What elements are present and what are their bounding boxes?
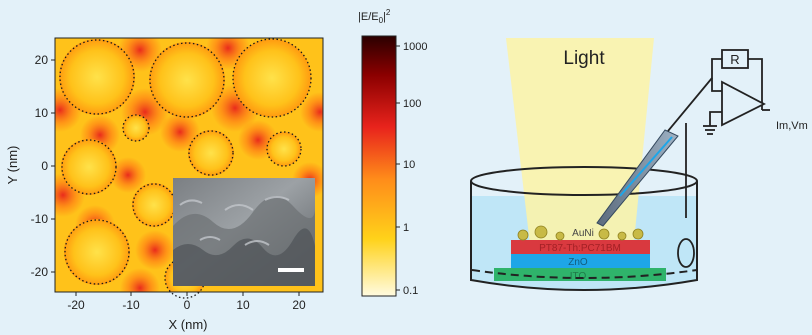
particle-outline	[59, 39, 135, 115]
light-label: Light	[563, 48, 605, 69]
active-layer	[511, 240, 650, 254]
x-tick-label: 10	[236, 298, 250, 312]
beaker-rim	[470, 166, 698, 196]
particle-outline	[188, 130, 234, 176]
reference-electrode	[677, 238, 695, 268]
particle-outline	[64, 219, 130, 285]
y-tick-label: -20	[31, 265, 49, 279]
particle-outline	[266, 131, 302, 167]
ground-line	[471, 269, 698, 279]
colorbar-tick-label: 1	[403, 222, 409, 234]
nanoparticle	[555, 231, 565, 241]
x-tick-label: -20	[67, 298, 85, 312]
colorbar-scale	[361, 35, 397, 297]
y-tick-labels: 20 10 0 -10 -20	[31, 53, 49, 279]
sem-inset	[173, 178, 315, 286]
particle-outline	[149, 42, 225, 118]
x-tick-label: 20	[292, 298, 306, 312]
nanoparticle	[517, 229, 529, 241]
resistor	[721, 49, 749, 69]
nanoparticle	[632, 228, 644, 240]
probe-fiber	[619, 136, 673, 197]
x-tick-label: -10	[122, 298, 140, 312]
colorbar-title-main: |E/E	[358, 11, 379, 23]
beaker	[470, 181, 698, 291]
colorbar-tick-marks	[396, 45, 400, 291]
colorbar-title: |E/E0|2	[358, 8, 391, 25]
y-tick-label: 20	[35, 53, 49, 67]
scale-bar	[278, 268, 304, 272]
nanoparticle	[534, 225, 548, 239]
output-label: Im,Vm	[776, 120, 808, 132]
particle-outlines	[59, 38, 312, 299]
map-tick-marks	[51, 59, 300, 296]
colorbar-tick-label: 10	[403, 159, 415, 171]
nanoparticle	[598, 228, 610, 240]
colorbar-tick-label: 1000	[403, 41, 427, 53]
colorbar-tick-label: 100	[403, 98, 421, 110]
amplifier	[721, 80, 766, 127]
particle-outline	[122, 114, 150, 142]
active-layer-label: PT87-Th:PC71BM	[539, 243, 621, 254]
colorbar-tick-label: 0.1	[403, 285, 418, 297]
y-tick-label: -10	[31, 212, 49, 226]
colorbar-tick-labels: 1000 100 10 1 0.1	[403, 41, 427, 297]
colorbar-title-sub: 0	[379, 16, 384, 25]
particle-outline	[61, 139, 117, 195]
particle-outline	[232, 38, 312, 118]
y-tick-label: 10	[35, 106, 49, 120]
zno-label: ZnO	[568, 257, 588, 268]
ito-layer	[494, 268, 666, 281]
zno-layer	[511, 254, 650, 268]
resistor-label: R	[730, 52, 739, 67]
x-axis-label: X (nm)	[169, 317, 208, 332]
circuit-wiring	[667, 58, 770, 218]
aunp-label: AuNi	[572, 228, 594, 239]
nanoparticle	[617, 231, 627, 241]
field-map: -20 -10 0 10 20 20 10 0 -10 -20 X (nm) Y…	[5, 37, 324, 332]
field-map-frame	[54, 37, 324, 293]
y-tick-label: 0	[41, 159, 48, 173]
x-tick-label: 0	[184, 298, 191, 312]
ito-label: ITO	[570, 271, 587, 282]
x-tick-labels: -20 -10 0 10 20	[67, 298, 306, 312]
au-nanoparticles	[517, 225, 644, 241]
colorbar: |E/E0|2 1000 100 10 1 0.1	[358, 8, 427, 297]
device-schematic: Light AuNi PT87-Th:PC71BM ZnO ITO	[470, 38, 808, 291]
field-hotspots	[55, 38, 323, 292]
y-axis-label: Y (nm)	[5, 146, 20, 185]
colorbar-title-sup: 2	[386, 8, 391, 17]
